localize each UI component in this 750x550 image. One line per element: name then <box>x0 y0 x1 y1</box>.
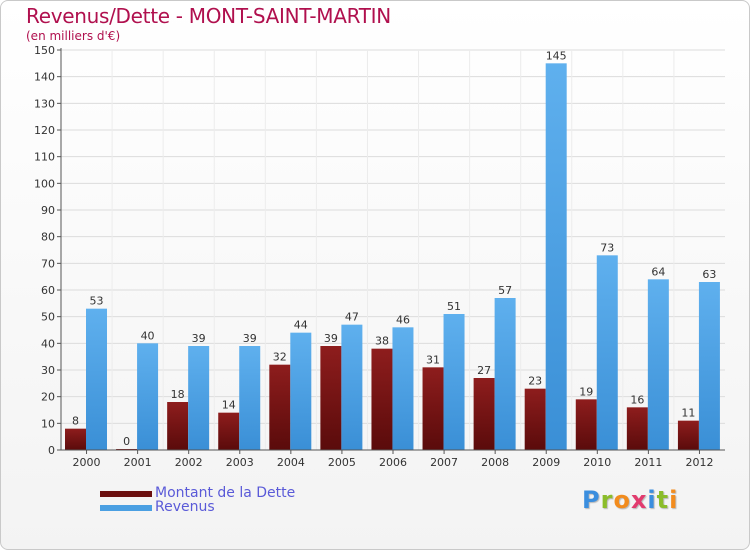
bar-debt <box>218 412 240 450</box>
bar-debt <box>371 348 393 450</box>
data-label-debt: 31 <box>426 353 440 366</box>
y-tick-label: 130 <box>34 97 55 110</box>
x-tick-label: 2001 <box>124 456 152 469</box>
x-tick-label: 2012 <box>685 456 713 469</box>
y-tick-label: 20 <box>41 391 55 404</box>
bar-revenus <box>596 255 618 450</box>
data-label-debt: 14 <box>222 399 236 412</box>
x-tick-label: 2011 <box>634 456 662 469</box>
data-label-revenus: 64 <box>651 265 665 278</box>
y-tick-label: 0 <box>48 444 55 457</box>
data-label-debt: 18 <box>171 388 185 401</box>
data-label-revenus: 63 <box>702 268 716 281</box>
x-tick-label: 2003 <box>226 456 254 469</box>
y-tick-label: 30 <box>41 364 55 377</box>
x-tick-label: 2008 <box>481 456 509 469</box>
x-tick-label: 2005 <box>328 456 356 469</box>
y-tick-label: 10 <box>41 417 55 430</box>
y-tick-label: 70 <box>41 257 55 270</box>
bar-revenus <box>392 327 414 450</box>
y-tick-label: 40 <box>41 337 55 350</box>
bar-debt <box>626 407 648 450</box>
data-label-revenus: 40 <box>141 329 155 342</box>
bars: 8 53 0 40 18 39 14 39 32 44 39 47 38 46 31 51 27 57 23 145 1… <box>65 49 720 450</box>
legend-label-revenus: Revenus <box>155 499 215 515</box>
data-label-revenus: 51 <box>447 300 461 313</box>
logo-letter: r <box>600 486 614 514</box>
y-tick-label: 60 <box>41 284 55 297</box>
legend-swatch-revenus <box>100 505 152 511</box>
bar-debt <box>65 428 86 450</box>
bar-debt <box>575 399 597 450</box>
data-label-revenus: 57 <box>498 284 512 297</box>
data-label-revenus: 73 <box>600 241 614 254</box>
x-tick-label: 2006 <box>379 456 407 469</box>
data-label-revenus: 47 <box>345 311 359 324</box>
bar-debt <box>269 364 291 450</box>
data-label-debt: 23 <box>528 375 542 388</box>
bar-debt <box>422 367 444 450</box>
y-tick-label: 140 <box>34 71 55 84</box>
y-tick-label: 100 <box>34 177 55 190</box>
logo-letter: o <box>613 486 631 514</box>
legend-swatch-debt <box>100 491 152 497</box>
bar-debt <box>677 420 699 450</box>
data-label-debt: 8 <box>72 415 79 428</box>
data-label-revenus: 39 <box>243 332 257 345</box>
data-label-debt: 39 <box>324 332 338 345</box>
bar-revenus <box>137 343 159 450</box>
chart-subtitle: (en milliers d'€) <box>26 29 121 43</box>
bar-revenus <box>545 63 567 450</box>
data-label-revenus: 44 <box>294 319 308 332</box>
data-label-debt: 19 <box>579 385 593 398</box>
y-tick-label: 110 <box>34 151 55 164</box>
bar-revenus <box>494 298 516 450</box>
data-label-revenus: 145 <box>546 49 567 62</box>
x-tick-label: 2007 <box>430 456 458 469</box>
y-axis: 0 10 20 30 40 50 60 70 80 90 100 110 120 130 140 150 <box>34 44 62 457</box>
y-tick-label: 50 <box>41 311 55 324</box>
data-label-revenus: 46 <box>396 313 410 326</box>
x-tick-label: 2000 <box>73 456 101 469</box>
logo-letter: x <box>630 486 648 514</box>
bar-revenus <box>341 324 363 450</box>
bar-revenus <box>239 346 261 450</box>
chart-title: Revenus/Dette - MONT-SAINT-MARTIN <box>26 4 391 28</box>
data-label-debt: 32 <box>273 351 287 364</box>
proxiti-logo: Proxiti <box>582 486 678 514</box>
logo-letter: i <box>669 486 679 514</box>
bar-debt <box>524 388 546 450</box>
bar-revenus <box>86 308 107 450</box>
y-tick-label: 150 <box>34 44 55 57</box>
y-tick-label: 120 <box>34 124 55 137</box>
y-tick-label: 80 <box>41 231 55 244</box>
data-label-revenus: 39 <box>192 332 206 345</box>
bar-revenus <box>188 346 210 450</box>
data-label-revenus: 53 <box>90 295 104 308</box>
data-label-debt: 38 <box>375 335 389 348</box>
y-tick-label: 90 <box>41 204 55 217</box>
x-tick-label: 2009 <box>532 456 560 469</box>
logo-letter: P <box>582 486 601 514</box>
x-tick-label: 2004 <box>277 456 305 469</box>
bar-debt <box>167 402 189 450</box>
data-label-debt: 0 <box>123 435 130 448</box>
bar-revenus <box>443 314 465 450</box>
data-label-debt: 11 <box>681 407 695 420</box>
bar-revenus <box>698 282 720 450</box>
bar-revenus <box>290 332 312 450</box>
bar-debt <box>320 346 342 450</box>
x-axis: 2000 2001 2002 2003 2004 2005 2006 2007 2008 2009… <box>61 449 725 469</box>
bar-revenus <box>647 279 669 450</box>
logo-letter: i <box>647 486 657 514</box>
legend-label-debt: Montant de la Dette <box>155 485 296 501</box>
data-label-debt: 16 <box>630 393 644 406</box>
x-tick-label: 2002 <box>175 456 203 469</box>
data-label-debt: 27 <box>477 364 491 377</box>
logo-letter: t <box>656 486 670 514</box>
bar-debt <box>473 378 495 450</box>
x-tick-label: 2010 <box>583 456 611 469</box>
